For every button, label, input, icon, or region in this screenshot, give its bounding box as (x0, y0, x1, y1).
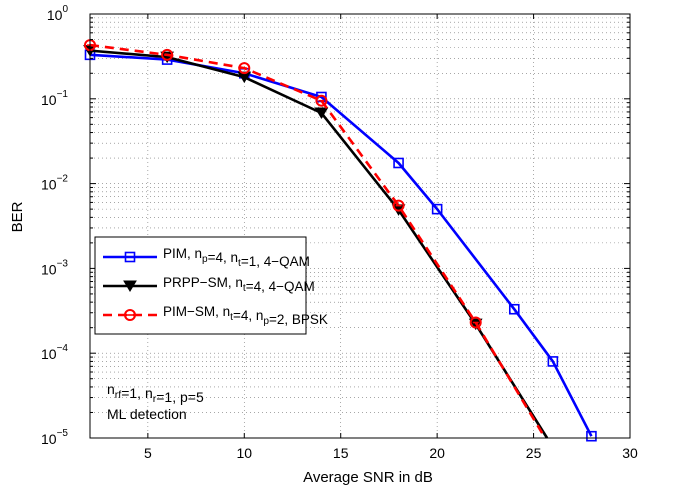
y-axis-label: BER (9, 201, 26, 232)
x-tick-label: 25 (526, 445, 542, 461)
data-point (431, 203, 443, 215)
data-point (161, 48, 174, 61)
annotation: nrf=1, nr=1, p=5ML detection (107, 381, 204, 422)
data-point (392, 199, 405, 212)
grid (90, 14, 630, 438)
x-tick-label: 5 (144, 445, 152, 461)
legend-label: PRPP−SM, nt=4, 4−QAM (163, 275, 315, 294)
y-tick-label: 10−1 (41, 89, 68, 108)
data-point (469, 316, 482, 329)
plot-area (83, 39, 597, 442)
data-point (315, 94, 328, 107)
legend-marker (124, 309, 136, 321)
annotation-line: nrf=1, nr=1, p=5 (107, 381, 204, 405)
data-point (547, 356, 559, 367)
legend-marker (124, 251, 136, 263)
x-tick-label: 30 (622, 445, 638, 461)
y-tick-label: 10−4 (41, 343, 68, 362)
legend-label: PIM, np=4, nt=1, 4−QAM (163, 246, 310, 269)
x-tick-label: 20 (429, 445, 445, 461)
legend: PIM, np=4, nt=1, 4−QAM PRPP−SM, nt=4, 4−Q… (94, 236, 328, 335)
y-tick-label: 10−2 (41, 174, 68, 193)
y-tick-label: 10−3 (41, 258, 68, 277)
data-point (238, 62, 251, 75)
data-point (314, 107, 329, 119)
legend-marker (123, 280, 137, 292)
data-point (508, 303, 520, 315)
legend-label: PIM−SM, nt=4, np=2, BPSK (163, 304, 328, 327)
y-tick-label: 10−5 (41, 428, 68, 447)
data-point (393, 157, 404, 169)
x-axis-label: Average SNR in dB (303, 469, 433, 486)
axes: 5 10 15 20 25 30 100 10−1 10−2 10−3 10−4 10−5 (41, 4, 638, 461)
x-tick-label: 15 (333, 445, 349, 461)
data-point (586, 430, 597, 442)
annotation-line: ML detection (107, 406, 187, 422)
plot-frame (89, 13, 631, 439)
y-tick-label: 100 (47, 4, 69, 23)
x-tick-label: 10 (236, 445, 252, 461)
